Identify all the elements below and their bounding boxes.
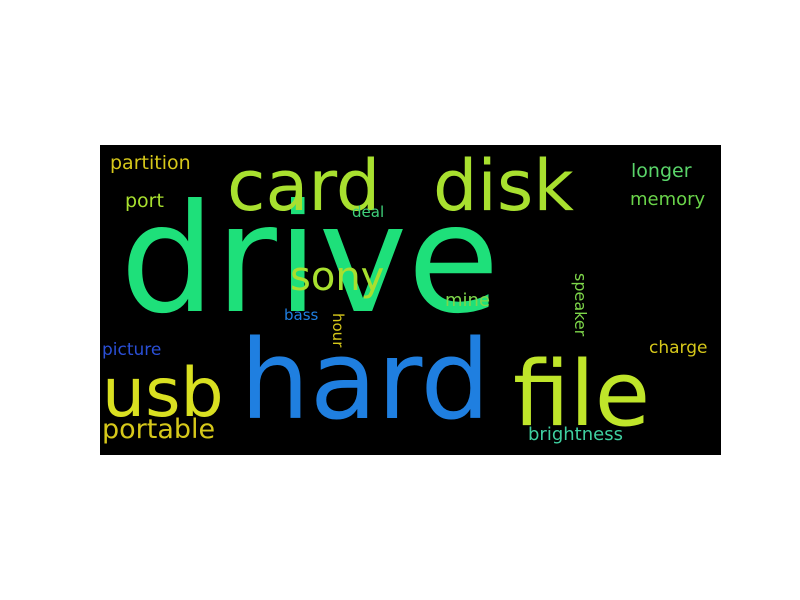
- word-charge: charge: [649, 338, 708, 358]
- word-portable: portable: [102, 414, 216, 445]
- word-usb: usb: [102, 354, 224, 433]
- word-card: card: [227, 145, 381, 227]
- word-sony: sony: [290, 254, 385, 300]
- word-picture: picture: [102, 340, 162, 360]
- word-hour: hour: [329, 313, 347, 348]
- word-brightness: brightness: [528, 424, 623, 445]
- word-hard: hard: [240, 316, 491, 444]
- word-partition: partition: [110, 152, 191, 174]
- word-disk: disk: [433, 145, 574, 227]
- word-port: port: [125, 190, 164, 212]
- word-speaker: speaker: [571, 273, 590, 337]
- word-cloud: drive hard file card disk usb sony porta…: [100, 145, 721, 455]
- word-deal: deal: [352, 203, 385, 221]
- word-mine: mine: [445, 290, 491, 311]
- word-longer: longer: [631, 160, 692, 182]
- word-drive: drive: [120, 173, 500, 347]
- word-memory: memory: [630, 189, 706, 210]
- word-file: file: [513, 342, 651, 447]
- word-bass: bass: [284, 306, 319, 324]
